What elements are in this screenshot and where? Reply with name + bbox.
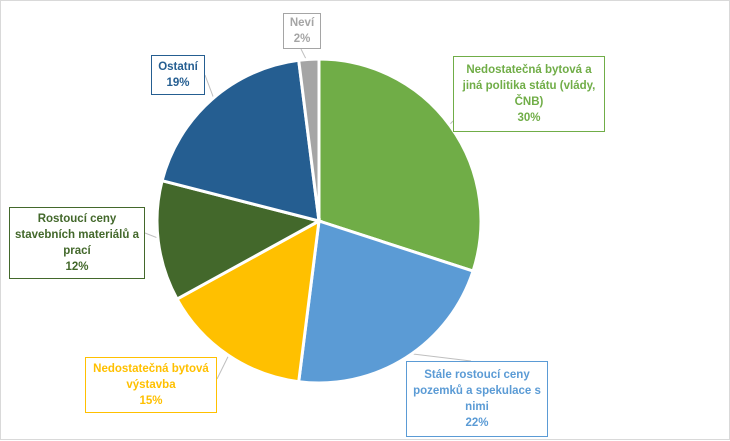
pie-slice (297, 57, 321, 222)
pie-slices (155, 57, 483, 385)
callout-nevi: Neví 2% (283, 13, 321, 49)
callout-bytova-vystavba: Nedostatečná bytová výstavba 15% (85, 357, 217, 413)
callout-stavebni-materialy: Rostoucí ceny stavebních materiálů a pra… (9, 207, 145, 279)
pie-slice (160, 58, 321, 224)
pie-slice (297, 219, 475, 385)
callout-ceny-pozemku: Stále rostoucí ceny pozemků a spekulace … (406, 361, 548, 437)
callout-ostatni: Ostatní 19% (151, 55, 205, 95)
callout-politika-statu: Nedostatečná bytová a jiná politika stát… (453, 56, 605, 132)
pie-slice (317, 57, 483, 273)
pie-slice (155, 178, 324, 302)
leader-line (402, 352, 472, 362)
pie-slice (175, 218, 321, 384)
